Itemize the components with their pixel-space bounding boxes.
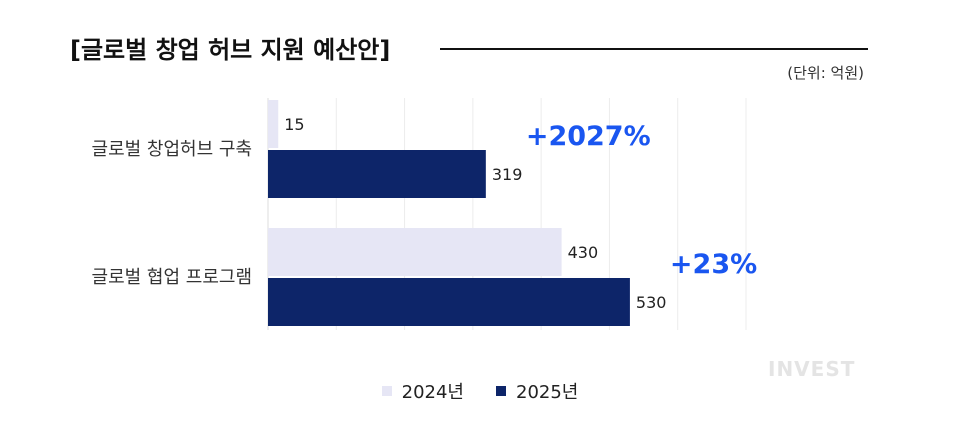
change-label: +23%: [670, 249, 757, 280]
legend-swatch-2025: [496, 386, 506, 396]
title-rule: [440, 48, 868, 50]
bar-2025: [268, 278, 630, 326]
bar-2025: [268, 150, 486, 198]
data-label: 15: [284, 115, 304, 134]
bar-2024: [268, 228, 562, 276]
legend-label-2024: 2024년: [401, 382, 464, 403]
category-label: 글로벌 협업 프로그램: [92, 267, 252, 288]
legend: 2024년 2025년: [0, 378, 960, 404]
legend-swatch-2024: [381, 386, 392, 396]
bar-2024: [268, 100, 279, 148]
data-label: 430: [568, 243, 599, 262]
legend-item-2024: 2024년: [381, 378, 464, 404]
data-label: 530: [636, 293, 667, 312]
unit-label: (단위: 억원): [787, 64, 864, 82]
watermark: INVEST: [768, 357, 856, 381]
legend-item-2025: 2025년: [496, 378, 578, 404]
legend-label-2025: 2025년: [516, 382, 579, 403]
chart-title: [글로벌 창업 허브 지원 예산안]: [70, 36, 391, 64]
category-label: 글로벌 창업허브 구축: [92, 139, 252, 160]
data-label: 319: [492, 165, 523, 184]
change-label: +2027%: [526, 121, 651, 152]
